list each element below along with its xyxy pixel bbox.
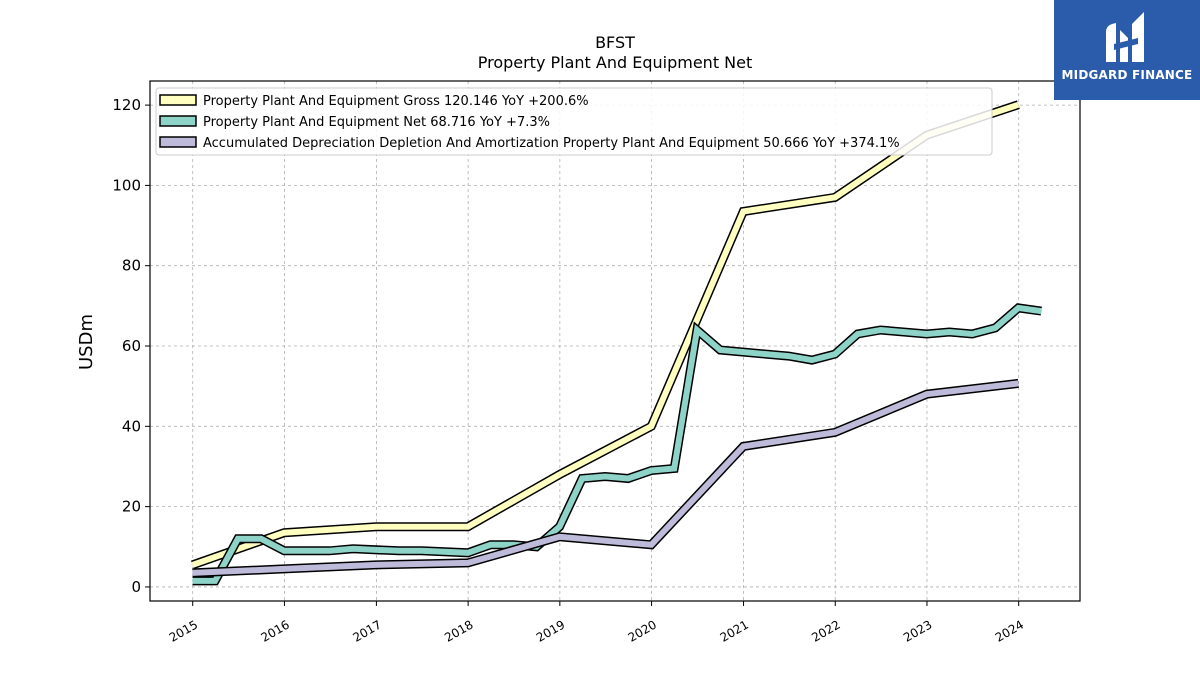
legend-swatch-1 <box>159 115 197 127</box>
y-tick-label: 0 <box>131 578 141 596</box>
y-axis-label: USDm <box>76 314 97 370</box>
series-lines <box>191 100 1042 586</box>
x-tick-label: 2016 <box>258 617 291 644</box>
chart-title: BFST <box>595 33 635 52</box>
y-tick-label: 40 <box>122 417 141 435</box>
series-line-0 <box>191 101 1020 568</box>
plot-frame <box>149 80 1081 602</box>
x-tick-label: 2022 <box>809 617 842 644</box>
x-tick-label: 2021 <box>718 617 751 644</box>
y-tick-label: 20 <box>122 498 141 516</box>
legend-label-0: Property Plant And Equipment Gross 120.1… <box>203 94 589 109</box>
axis-ticks: 0 20 40 60 80 100 120 2015 2016 2017 2018 2019 2020 2… <box>112 96 1026 645</box>
x-tick-label: 2024 <box>993 617 1026 644</box>
legend-label-2: Accumulated Depreciation Depletion And A… <box>203 136 900 151</box>
chart-subtitle: Property Plant And Equipment Net <box>478 53 753 72</box>
y-tick-label: 80 <box>122 257 141 275</box>
x-tick-label: 2020 <box>626 617 659 644</box>
series-line-1 <box>192 304 1042 584</box>
y-tick-label: 120 <box>112 96 141 114</box>
x-tick-label: 2019 <box>534 617 567 644</box>
series-line-2 <box>192 380 1019 576</box>
x-tick-label: 2018 <box>442 617 475 644</box>
legend-box <box>155 87 993 156</box>
logo-mark-icon <box>1106 12 1144 62</box>
legend-swatch-2 <box>159 136 197 148</box>
midgard-finance-logo: MIDGARD FINANCE <box>1054 0 1200 100</box>
legend: Property Plant And Equipment Gross 120.1… <box>155 87 993 156</box>
x-tick-label: 2023 <box>901 617 934 644</box>
x-tick-label: 2017 <box>350 617 383 644</box>
logo-text: MIDGARD FINANCE <box>1061 68 1193 82</box>
grid <box>150 81 1080 601</box>
y-tick-label: 100 <box>112 176 141 194</box>
legend-label-1: Property Plant And Equipment Net 68.716 … <box>203 115 550 130</box>
x-tick-label: 2015 <box>167 617 200 644</box>
y-tick-label: 60 <box>122 337 141 355</box>
legend-swatch-0 <box>159 94 197 106</box>
